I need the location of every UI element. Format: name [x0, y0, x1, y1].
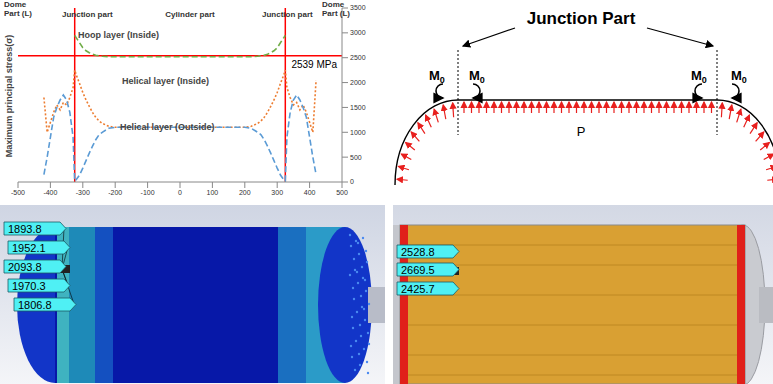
html-text:Cylinder part: Cylinder part — [165, 10, 215, 19]
svg-text:300: 300 — [271, 189, 283, 196]
svg-text:1806.8: 1806.8 — [18, 299, 52, 311]
svg-text:M0: M0 — [429, 68, 445, 85]
svg-text:0: 0 — [350, 178, 354, 185]
svg-text:2093.8: 2093.8 — [8, 261, 42, 273]
svg-text:3500: 3500 — [350, 4, 366, 11]
svg-text:2425.7: 2425.7 — [401, 283, 435, 295]
html-text:Hoop layer (Inside): Hoop layer (Inside) — [78, 30, 159, 40]
html-text:Junction part: Junction part — [62, 10, 113, 19]
html-text:Helical layer (Inside): Helical layer (Inside) — [122, 76, 209, 86]
html-text:Helical layer (Outside): Helical layer (Outside) — [120, 122, 215, 132]
svg-text:M0: M0 — [731, 68, 747, 85]
svg-text:100: 100 — [207, 189, 219, 196]
svg-text:1970.3: 1970.3 — [12, 280, 46, 292]
svg-text:1952.1: 1952.1 — [12, 242, 46, 254]
svg-text:1893.8: 1893.8 — [8, 223, 42, 235]
svg-text:2669.5: 2669.5 — [401, 264, 435, 276]
svg-text:M0: M0 — [691, 68, 707, 85]
svg-text:2500: 2500 — [350, 54, 366, 61]
svg-text:-400: -400 — [43, 189, 57, 196]
svg-text:M0: M0 — [469, 68, 485, 85]
svg-text:2000: 2000 — [350, 79, 366, 86]
html-text:Dome Part (L): Dome Part (L) — [4, 0, 32, 18]
svg-text:500: 500 — [350, 154, 362, 161]
svg-text:200: 200 — [239, 189, 251, 196]
svg-text:Junction Part: Junction Part — [527, 9, 636, 28]
svg-text:2528.8: 2528.8 — [401, 246, 435, 258]
svg-text:1000: 1000 — [350, 129, 366, 136]
svg-text:-200: -200 — [108, 189, 122, 196]
html-text:Maximum principal stress(σ): Maximum principal stress(σ) — [4, 34, 14, 158]
svg-text:3000: 3000 — [350, 29, 366, 36]
svg-text:-100: -100 — [141, 189, 155, 196]
html-text:Dome Part (L): Dome Part (L) — [322, 0, 350, 18]
svg-text:2539 MPa: 2539 MPa — [291, 59, 337, 70]
svg-text:-500: -500 — [11, 189, 25, 196]
svg-text:P: P — [577, 124, 586, 139]
html-text:Junction part: Junction part — [262, 10, 313, 19]
svg-text:1500: 1500 — [350, 104, 366, 111]
svg-text:500: 500 — [336, 189, 348, 196]
svg-text:0: 0 — [178, 189, 182, 196]
svg-text:400: 400 — [304, 189, 316, 196]
svg-text:-300: -300 — [76, 189, 90, 196]
